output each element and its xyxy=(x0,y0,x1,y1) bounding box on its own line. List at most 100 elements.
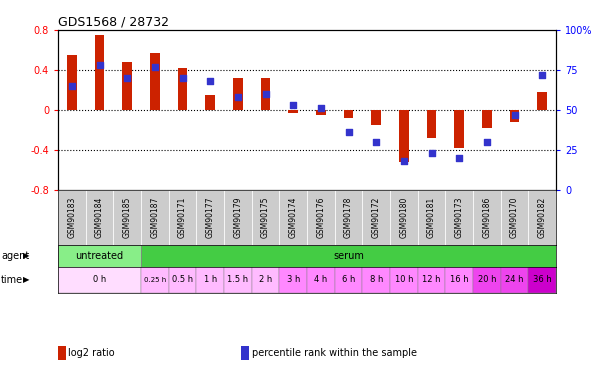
Bar xyxy=(141,267,169,292)
Bar xyxy=(114,190,141,244)
Bar xyxy=(224,190,252,244)
Bar xyxy=(510,110,519,122)
Text: 0.5 h: 0.5 h xyxy=(172,276,193,285)
Bar xyxy=(288,110,298,113)
Bar xyxy=(426,110,436,138)
Bar xyxy=(362,267,390,292)
Text: GSM90182: GSM90182 xyxy=(538,196,547,238)
Text: GSM90179: GSM90179 xyxy=(233,196,243,238)
Bar xyxy=(58,244,141,267)
Point xyxy=(233,94,243,100)
Bar xyxy=(537,92,547,110)
Text: GDS1568 / 28732: GDS1568 / 28732 xyxy=(58,16,169,29)
Point xyxy=(67,83,77,89)
Text: time: time xyxy=(1,275,23,285)
Text: 0.25 h: 0.25 h xyxy=(144,277,166,283)
Point xyxy=(150,64,159,70)
Bar xyxy=(205,95,215,110)
Bar xyxy=(343,110,353,118)
Point xyxy=(122,75,132,81)
Text: GSM90176: GSM90176 xyxy=(316,196,326,238)
Text: 0 h: 0 h xyxy=(93,276,106,285)
Bar xyxy=(196,267,224,292)
Bar xyxy=(279,267,307,292)
Bar xyxy=(445,190,473,244)
Text: agent: agent xyxy=(1,251,29,261)
Point xyxy=(426,150,436,156)
Bar xyxy=(316,110,326,115)
Point xyxy=(455,155,464,161)
Bar xyxy=(252,267,279,292)
Bar xyxy=(418,267,445,292)
Point xyxy=(205,78,215,84)
Text: GSM90187: GSM90187 xyxy=(150,196,159,238)
Bar xyxy=(500,190,529,244)
Bar xyxy=(455,110,464,148)
Bar xyxy=(261,78,271,110)
Bar xyxy=(67,55,77,110)
Text: untreated: untreated xyxy=(76,251,123,261)
Point xyxy=(343,129,353,135)
Bar xyxy=(122,62,132,110)
Bar xyxy=(196,190,224,244)
Text: GSM90171: GSM90171 xyxy=(178,196,187,238)
Bar xyxy=(371,110,381,125)
Bar xyxy=(307,267,335,292)
Text: 1 h: 1 h xyxy=(203,276,217,285)
Text: 2 h: 2 h xyxy=(259,276,272,285)
Point xyxy=(316,105,326,111)
Point xyxy=(288,102,298,108)
Text: GSM90170: GSM90170 xyxy=(510,196,519,238)
Point xyxy=(482,139,492,145)
Bar xyxy=(445,267,473,292)
Bar xyxy=(473,267,500,292)
Text: GSM90178: GSM90178 xyxy=(344,196,353,238)
Text: 16 h: 16 h xyxy=(450,276,469,285)
Bar xyxy=(335,267,362,292)
Text: GSM90185: GSM90185 xyxy=(123,196,132,238)
Text: 24 h: 24 h xyxy=(505,276,524,285)
Bar xyxy=(335,190,362,244)
Text: GSM90172: GSM90172 xyxy=(371,196,381,238)
Text: ▶: ▶ xyxy=(23,252,30,261)
Text: percentile rank within the sample: percentile rank within the sample xyxy=(252,348,417,358)
Text: GSM90180: GSM90180 xyxy=(400,196,408,238)
Bar xyxy=(529,190,556,244)
Text: ▶: ▶ xyxy=(23,276,30,285)
Text: 10 h: 10 h xyxy=(395,276,413,285)
Text: 20 h: 20 h xyxy=(478,276,496,285)
Bar xyxy=(390,190,418,244)
Bar xyxy=(233,78,243,110)
Point xyxy=(261,91,271,97)
Bar xyxy=(399,110,409,162)
Point xyxy=(95,62,104,68)
Point xyxy=(510,112,519,118)
Bar xyxy=(95,35,104,110)
Text: 8 h: 8 h xyxy=(370,276,383,285)
Text: 3 h: 3 h xyxy=(287,276,300,285)
Text: serum: serum xyxy=(333,251,364,261)
Text: 1.5 h: 1.5 h xyxy=(227,276,249,285)
Bar xyxy=(169,267,196,292)
Bar xyxy=(224,267,252,292)
Text: GSM90183: GSM90183 xyxy=(67,196,76,238)
Bar xyxy=(141,190,169,244)
Text: 6 h: 6 h xyxy=(342,276,355,285)
Point xyxy=(537,72,547,78)
Bar xyxy=(86,190,114,244)
Text: GSM90174: GSM90174 xyxy=(288,196,298,238)
Bar xyxy=(473,190,500,244)
Bar xyxy=(362,190,390,244)
Text: GSM90177: GSM90177 xyxy=(206,196,214,238)
Bar xyxy=(390,267,418,292)
Text: GSM90186: GSM90186 xyxy=(482,196,491,238)
Bar xyxy=(58,190,86,244)
Text: GSM90175: GSM90175 xyxy=(261,196,270,238)
Text: 36 h: 36 h xyxy=(533,276,552,285)
Bar xyxy=(169,190,196,244)
Bar xyxy=(482,110,492,128)
Text: log2 ratio: log2 ratio xyxy=(68,348,115,358)
Bar xyxy=(529,267,556,292)
Point xyxy=(399,158,409,164)
Text: GSM90181: GSM90181 xyxy=(427,196,436,238)
